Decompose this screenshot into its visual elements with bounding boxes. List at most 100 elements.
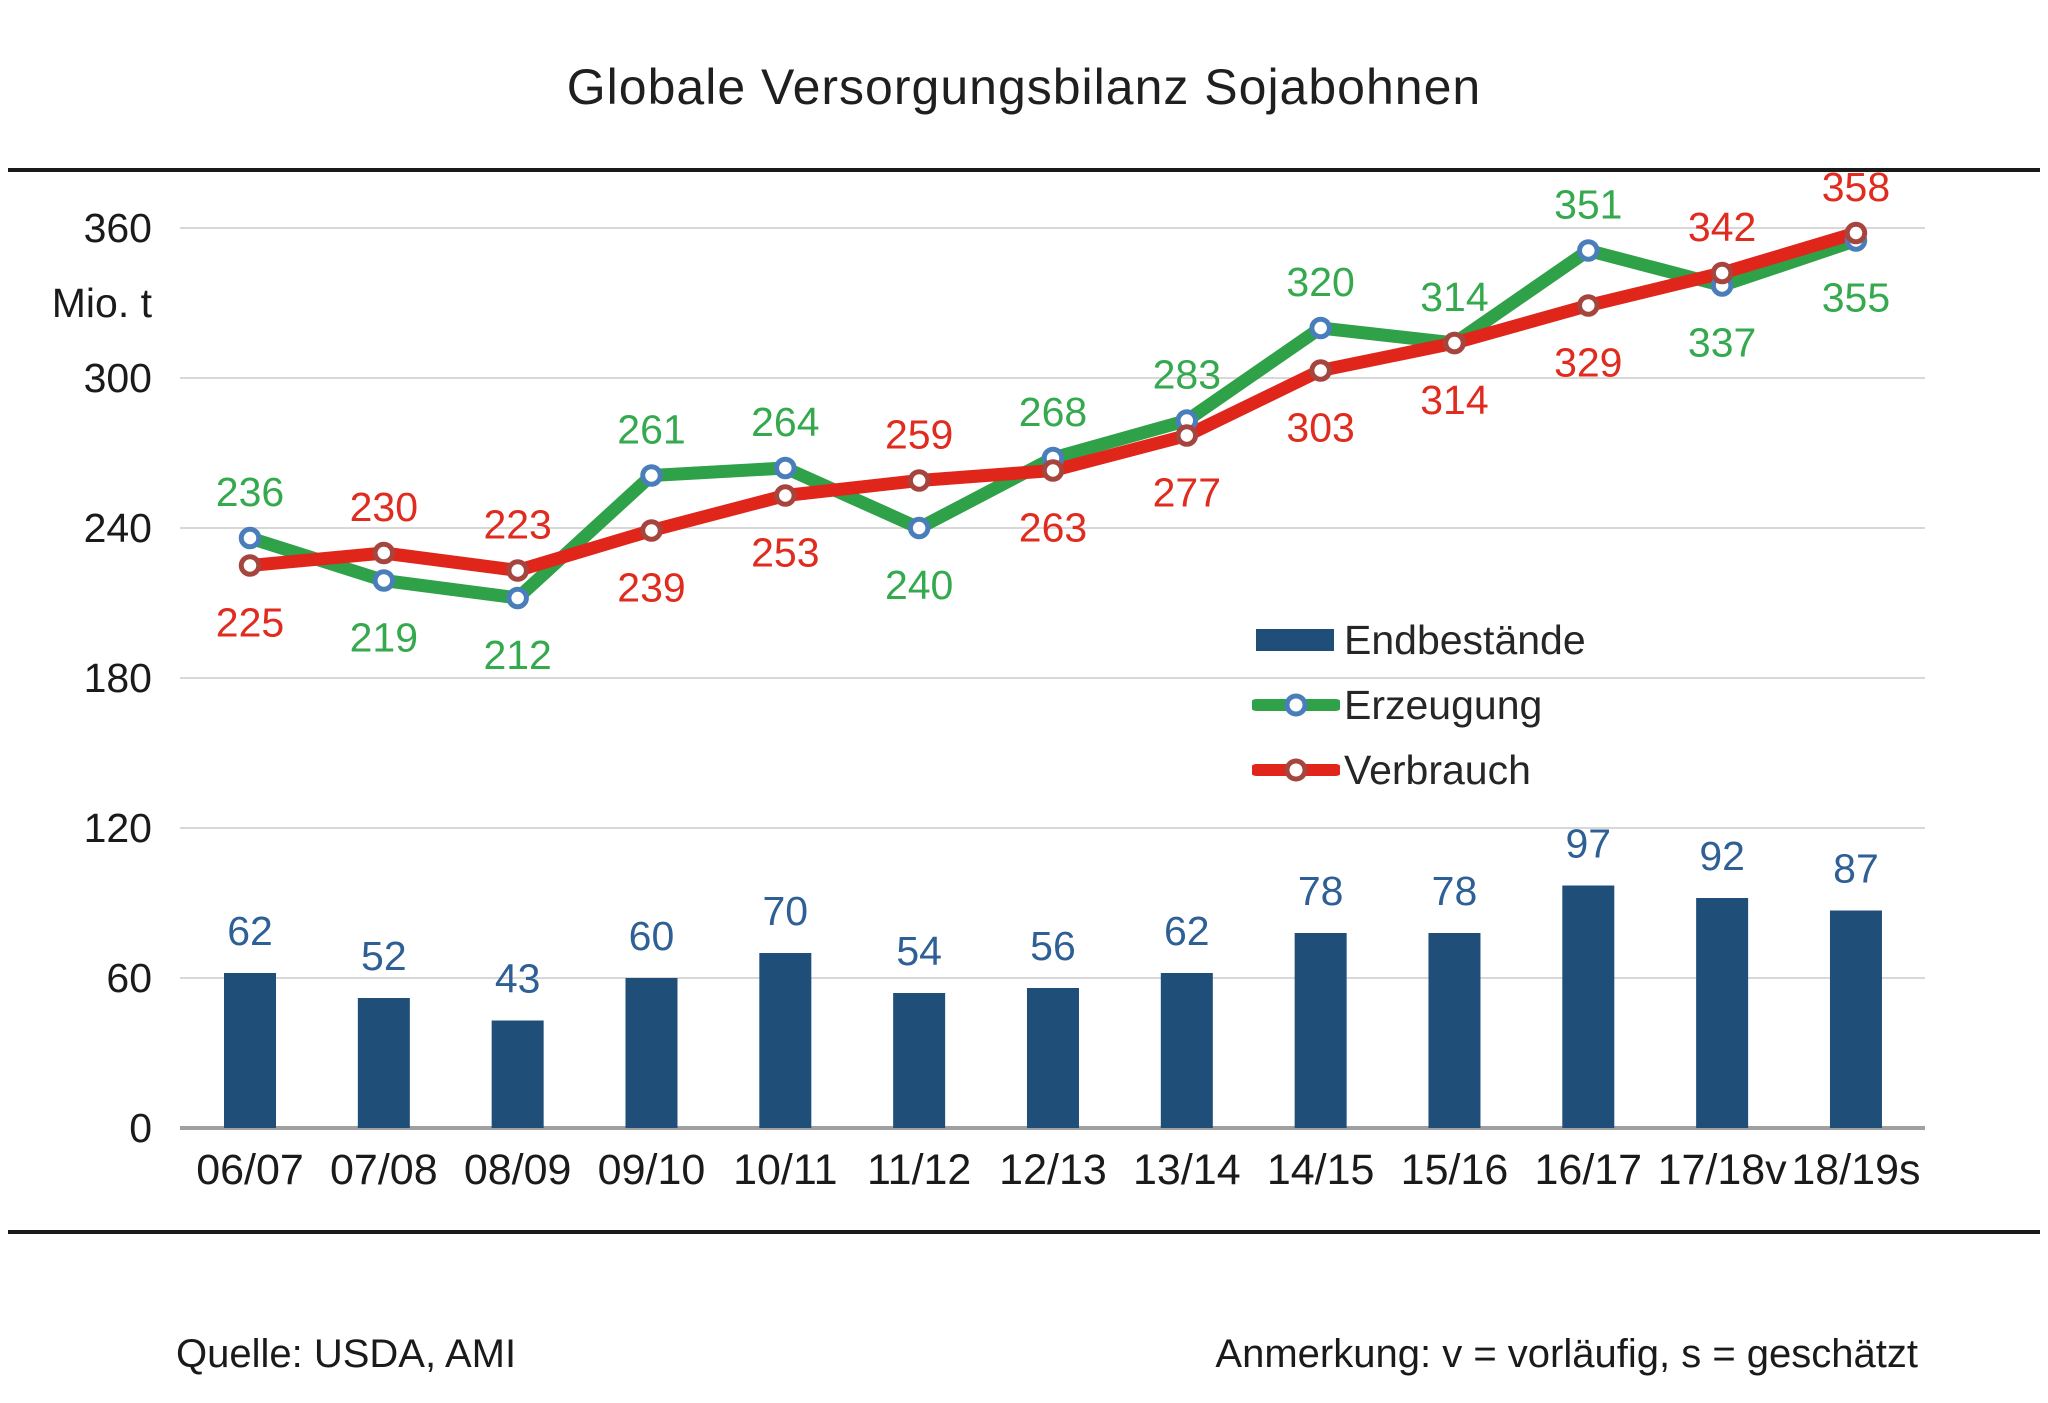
verbrauch-marker [1710,261,1734,285]
erzeugung-value-label: 320 [1286,259,1354,305]
bar [1562,885,1615,1128]
bar-value-label: 87 [1833,846,1879,892]
bar [1294,933,1347,1128]
bar-value-label: 52 [361,933,407,979]
remark-note: Anmerkung: v = vorläufig, s = geschätzt [1215,1332,1918,1376]
erzeugung-marker [1309,316,1332,340]
bar [224,973,276,1128]
verbrauch-value-label: 263 [1019,505,1087,551]
erzeugung-value-label: 268 [1019,389,1087,435]
y-tick-label: 60 [106,955,152,1001]
verbrauch-marker [1577,294,1600,317]
verbrauch-marker [1443,331,1466,355]
y-axis-unit-label: Mio. t [52,280,153,326]
x-tick-label: 08/09 [464,1146,572,1194]
bar [1026,988,1079,1128]
verbrauch-value-label: 259 [885,412,953,458]
legend-item-verbrauch: Verbrauch [1252,747,1586,793]
y-tick-label: 240 [84,505,152,551]
bar-value-label: 60 [629,913,675,959]
bar-value-label: 62 [1164,908,1210,954]
verbrauch-marker [1175,424,1199,447]
source-note: Quelle: USDA, AMI [176,1332,517,1376]
bar-value-label: 97 [1565,821,1611,867]
legend-label: Erzeugung [1344,681,1543,728]
chart-legend: Endbestände Erzeugung Verbrauch [1252,616,1586,813]
verbrauch-value-label: 277 [1153,470,1221,516]
legend-item-erzeugung: Erzeugung [1252,681,1586,728]
legend-label: Endbestände [1344,616,1586,663]
verbrauch-value-label: 329 [1554,340,1622,386]
erzeugung-value-label: 236 [216,469,284,515]
x-tick-label: 10/11 [733,1146,837,1194]
bar [893,993,946,1128]
chart-title: Globale Versorgungsbilanz Sojabohnen [566,59,1482,115]
erzeugung-value-label: 264 [751,399,819,445]
verbrauch-value-label: 303 [1286,405,1354,451]
x-tick-label: 14/15 [1267,1146,1375,1194]
legend-item-endbestände: Endbestände [1252,616,1586,663]
verbrauch-value-label: 230 [350,484,418,530]
bar-value-label: 54 [896,928,942,974]
erzeugung-marker [640,464,663,487]
bar [1160,973,1213,1128]
verbrauch-marker [506,559,529,582]
verbrauch-value-label: 358 [1822,164,1890,210]
x-tick-label: 16/17 [1534,1146,1642,1194]
verbrauch-value-label: 342 [1688,204,1756,250]
erzeugung-value-label: 219 [350,615,418,661]
x-tick-label: 07/08 [330,1146,438,1194]
bar-swatch-icon [1252,625,1340,655]
bar-value-label: 92 [1699,833,1745,879]
line-marker-swatch-icon [1252,753,1340,787]
bar [1696,898,1749,1128]
erzeugung-marker [1577,239,1600,262]
verbrauch-marker [1041,459,1065,482]
x-tick-label: 15/16 [1401,1146,1509,1194]
erzeugung-value-label: 337 [1688,320,1756,366]
bar-value-label: 78 [1298,868,1344,914]
x-tick-label: 12/13 [999,1146,1107,1194]
verbrauch-marker [907,469,931,492]
erzeugung-value-label: 240 [885,562,953,608]
bar-value-label: 43 [495,956,541,1002]
erzeugung-value-label: 351 [1554,182,1622,228]
x-tick-label: 09/10 [598,1146,706,1194]
x-tick-label: 11/12 [867,1146,971,1194]
y-tick-label: 360 [84,205,152,251]
x-tick-label: 06/07 [196,1146,304,1194]
y-tick-label: 0 [129,1105,152,1151]
bar [1829,910,1882,1128]
verbrauch-marker [1309,359,1332,382]
bar [357,998,410,1128]
bar [759,953,812,1128]
line-marker-swatch-icon [1252,688,1340,722]
erzeugung-marker [372,569,396,592]
bar [625,978,678,1128]
bottom-rule [8,1230,2040,1234]
y-tick-label: 180 [84,655,152,701]
bar-value-label: 70 [763,888,809,934]
bar-value-label: 78 [1432,868,1478,914]
bar [491,1020,544,1128]
verbrauch-value-label: 223 [483,502,551,548]
y-tick-label: 120 [84,805,152,851]
erzeugung-value-label: 314 [1420,274,1488,320]
erzeugung-marker [238,526,262,550]
erzeugung-value-label: 212 [483,632,551,678]
erzeugung-value-label: 283 [1153,352,1221,398]
y-tick-label: 300 [84,355,152,401]
verbrauch-marker [774,484,797,507]
erzeugung-value-label: 261 [617,407,685,453]
verbrauch-marker [372,541,396,565]
verbrauch-marker [640,519,663,542]
erzeugung-marker [506,586,529,610]
erzeugung-value-label: 355 [1822,275,1890,321]
verbrauch-marker [238,554,262,577]
verbrauch-value-label: 314 [1420,377,1488,423]
verbrauch-value-label: 225 [216,600,284,646]
erzeugung-marker [907,516,931,540]
verbrauch-value-label: 239 [617,565,685,611]
